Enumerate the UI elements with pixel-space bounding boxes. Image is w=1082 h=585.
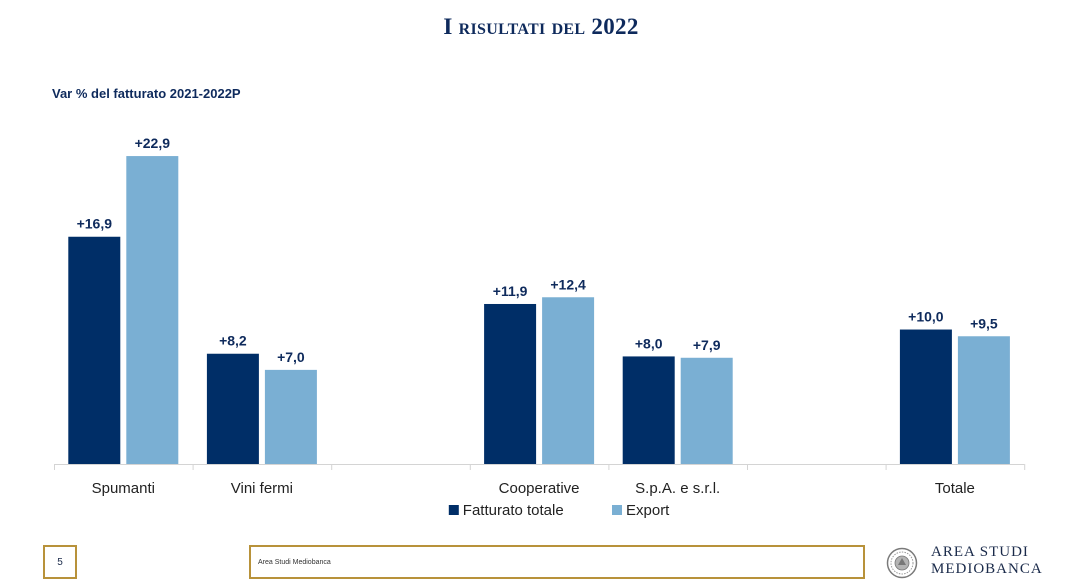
bar-fatturato: [622, 356, 675, 464]
x-tick-label: Cooperative: [499, 480, 580, 497]
brand-name: AREA STUDI MEDIOBANCA: [931, 544, 1043, 578]
legend-label: Export: [626, 502, 670, 519]
bar-fatturato: [484, 303, 537, 464]
bar-export: [957, 336, 1010, 464]
x-tick-label: Vini fermi: [231, 480, 293, 497]
brand-line-1: AREA STUDI: [931, 544, 1029, 560]
bar-export: [126, 156, 179, 464]
footer-caption: Area Studi Mediobanca: [249, 545, 865, 579]
chart-subtitle: Var % del fatturato 2021-2022P: [52, 86, 241, 101]
bar-fatturato: [899, 329, 952, 464]
bar-export: [264, 369, 317, 464]
x-tick-label: S.p.A. e s.r.l.: [635, 480, 720, 497]
bar-data-label: +9,5: [970, 315, 998, 331]
bar-data-label: +7,9: [693, 337, 721, 353]
bar-chart: +16,9 +22,9 Spumanti +8,2 +7,0 Vini fermi +11,…: [54, 135, 1026, 519]
legend-swatch: [612, 505, 622, 515]
bar-fatturato: [206, 353, 259, 464]
legend-label: Fatturato totale: [463, 502, 564, 519]
x-tick-label: Spumanti: [92, 480, 155, 497]
brand-line-2: MEDIOBANCA: [931, 561, 1043, 577]
bar-data-label: +12,4: [550, 276, 586, 292]
bar-fatturato: [68, 236, 121, 464]
bar-data-label: +7,0: [277, 349, 305, 365]
bar-data-label: +16,9: [77, 216, 113, 232]
bar-export: [542, 297, 595, 464]
page-title: I risultati del 2022: [443, 14, 639, 39]
page-number: 5: [43, 545, 77, 579]
x-tick-label: Totale: [935, 480, 975, 497]
bar-data-label: +8,0: [635, 335, 663, 351]
bar-data-label: +10,0: [908, 309, 944, 325]
bar-data-label: +8,2: [219, 333, 247, 349]
bar-data-label: +22,9: [135, 135, 171, 151]
bar-export: [680, 357, 733, 464]
mediobanca-seal-icon: [886, 547, 918, 579]
bar-data-label: +11,9: [493, 283, 528, 299]
legend-swatch: [448, 505, 459, 515]
